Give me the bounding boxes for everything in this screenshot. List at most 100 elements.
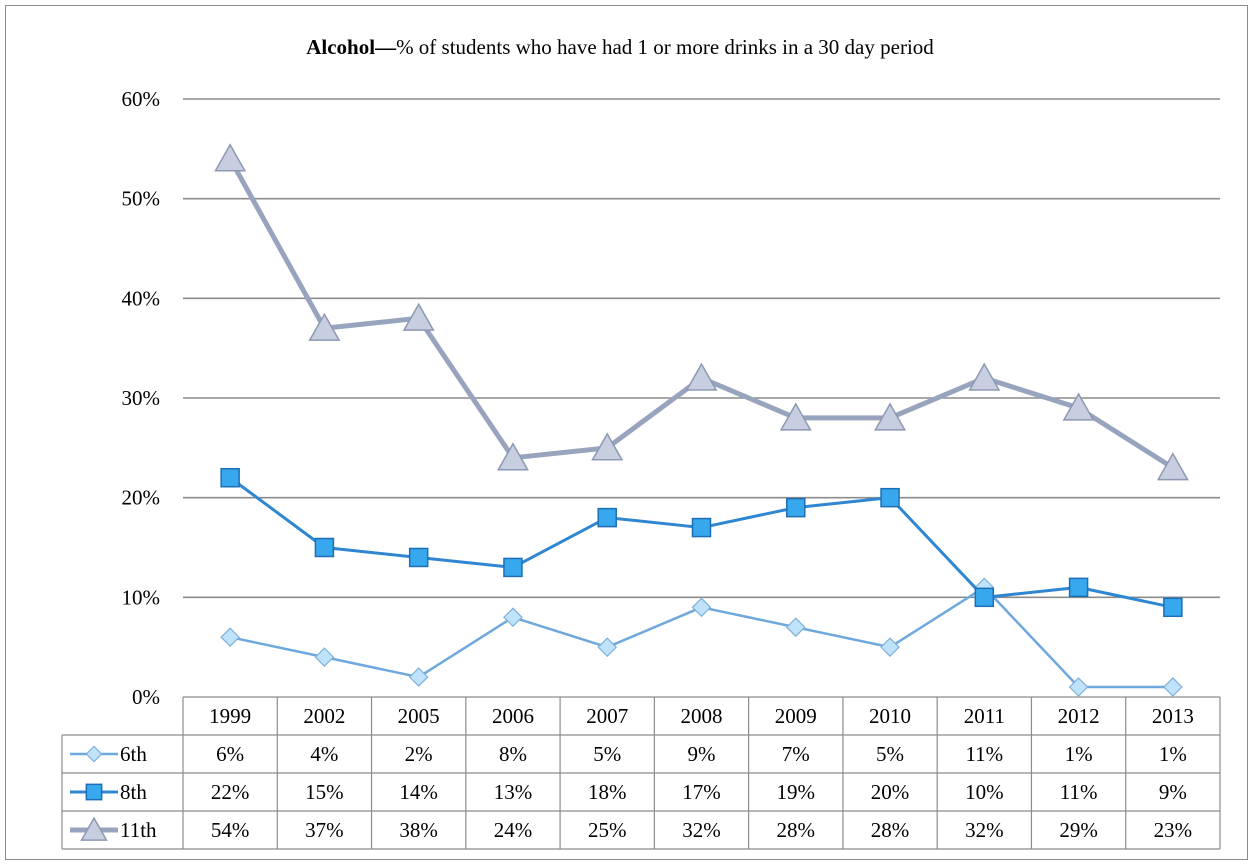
- table-cell: 9%: [688, 742, 716, 766]
- data-point-6th: [220, 627, 240, 648]
- x-tick-label: 2008: [681, 704, 723, 728]
- legend-label-11th: 11th: [120, 818, 157, 842]
- table-cell: 22%: [211, 780, 250, 804]
- data-point-11th: [402, 302, 435, 331]
- table-cell: 13%: [494, 780, 533, 804]
- table-cell: 32%: [965, 818, 1004, 842]
- y-axis-tick-labels: 0% 10% 20% 30% 40% 50% 60%: [122, 87, 161, 709]
- data-point-11th: [496, 442, 529, 471]
- y-tick-label: 30%: [122, 386, 161, 410]
- data-point-11th: [874, 402, 907, 431]
- data-point-11th: [308, 312, 341, 341]
- x-tick-label: 2013: [1152, 704, 1194, 728]
- table-cell: 10%: [965, 780, 1004, 804]
- data-point-8th: [503, 557, 523, 578]
- table-cell: 4%: [310, 742, 338, 766]
- x-tick-label: 2005: [398, 704, 440, 728]
- table-cell: 20%: [871, 780, 910, 804]
- data-point-8th: [408, 547, 429, 568]
- table-cell: 38%: [399, 818, 438, 842]
- data-point-6th: [880, 637, 900, 658]
- table-cell: 29%: [1059, 818, 1098, 842]
- x-tick-label: 2009: [775, 704, 817, 728]
- y-tick-label: 10%: [122, 585, 161, 609]
- chart-title: Alcohol—% of students who have had 1 or …: [306, 35, 934, 59]
- legend-marker-11th: [80, 816, 108, 841]
- series-lines: [214, 143, 1189, 697]
- series-8th: [220, 467, 1183, 618]
- x-tick-label: 2011: [964, 704, 1005, 728]
- x-tick-label: 1999: [209, 704, 251, 728]
- table-cell: 28%: [871, 818, 910, 842]
- chart-title-dash: —: [374, 35, 397, 59]
- chart-title-rest: % of students who have had 1 or more dri…: [396, 35, 934, 59]
- series-6th: [220, 577, 1183, 697]
- data-table: 1999 2002 2005 2006 2007 2008 2009 2010 2011 2012…: [61, 696, 1221, 850]
- data-point-8th: [691, 517, 712, 538]
- data-point-11th: [214, 143, 247, 172]
- table-cell: 2%: [405, 742, 433, 766]
- data-point-11th: [968, 362, 1001, 391]
- y-tick-label: 40%: [122, 286, 161, 310]
- table-cell: 18%: [588, 780, 627, 804]
- table-cell: 19%: [777, 780, 816, 804]
- x-tick-label: 2007: [586, 704, 628, 728]
- table-cell: 28%: [777, 818, 816, 842]
- table-cell: 11%: [1060, 780, 1098, 804]
- data-point-8th: [1163, 597, 1183, 618]
- series-line-11th: [227, 157, 1175, 470]
- table-cell: 9%: [1159, 780, 1187, 804]
- table-cell: 8%: [499, 742, 527, 766]
- x-tick-label: 2006: [492, 704, 534, 728]
- y-tick-label: 60%: [122, 87, 161, 111]
- data-point-6th: [408, 667, 429, 687]
- y-tick-label: 50%: [122, 187, 161, 211]
- chart-frame: [5, 5, 1248, 860]
- legend-label-6th: 6th: [120, 742, 147, 766]
- table-cell: 1%: [1159, 742, 1187, 766]
- data-point-6th: [597, 637, 618, 658]
- data-point-8th: [597, 507, 617, 528]
- data-point-6th: [1163, 677, 1183, 697]
- table-cell: 1%: [1065, 742, 1093, 766]
- data-point-8th: [974, 587, 995, 608]
- x-tick-label: 2012: [1058, 704, 1100, 728]
- table-cell: 5%: [876, 742, 904, 766]
- legend-key-8th: [70, 783, 118, 801]
- table-cell: 17%: [682, 780, 721, 804]
- data-point-6th: [503, 607, 523, 628]
- table-cell: 37%: [305, 818, 344, 842]
- legend-marker-8th: [85, 783, 103, 801]
- data-point-11th: [685, 362, 718, 391]
- table-cell: 24%: [494, 818, 533, 842]
- data-point-8th: [786, 497, 806, 518]
- data-point-8th: [1068, 577, 1089, 598]
- legend-marker-6th: [85, 745, 103, 763]
- table-cell: 23%: [1154, 818, 1193, 842]
- table-cell: 15%: [305, 780, 344, 804]
- data-point-6th: [785, 617, 806, 638]
- table-cell: 14%: [399, 780, 438, 804]
- data-point-8th: [220, 467, 240, 488]
- data-point-6th: [314, 647, 335, 667]
- table-cell: 54%: [211, 818, 250, 842]
- data-point-6th: [1068, 677, 1089, 697]
- legend-key-11th: [70, 816, 118, 841]
- data-point-11th: [591, 432, 624, 461]
- table-cell: 25%: [588, 818, 627, 842]
- table-cell: 6%: [216, 742, 244, 766]
- legend-key-6th: [70, 745, 118, 763]
- data-point-6th: [691, 597, 712, 618]
- legend-label-8th: 8th: [120, 780, 147, 804]
- table-cell: 32%: [682, 818, 721, 842]
- data-point-8th: [880, 487, 900, 508]
- y-tick-label: 20%: [122, 486, 161, 510]
- data-point-8th: [314, 537, 335, 558]
- table-cell: 11%: [965, 742, 1003, 766]
- y-tick-label: 0%: [132, 685, 160, 709]
- data-point-11th: [1062, 392, 1095, 421]
- data-point-11th: [1156, 452, 1189, 481]
- table-cell: 7%: [782, 742, 810, 766]
- series-11th: [214, 143, 1189, 481]
